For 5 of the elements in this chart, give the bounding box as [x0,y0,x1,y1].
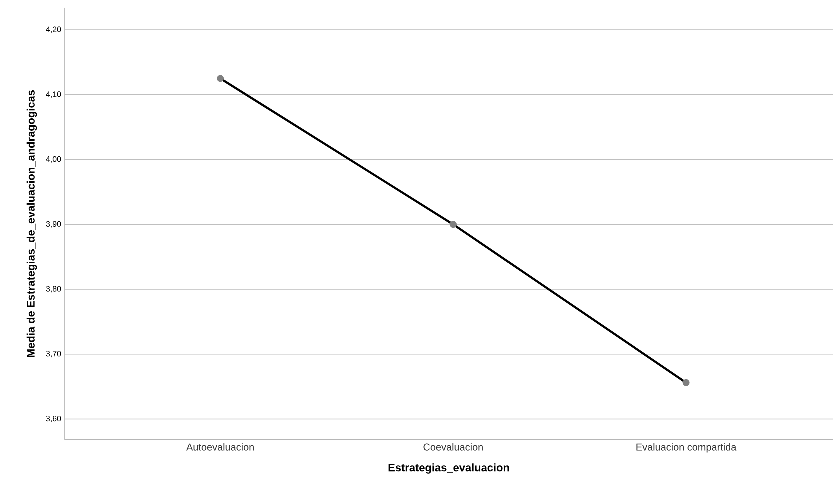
x-axis-title: Estrategias_evaluacion [388,464,510,474]
x-tick-label: Coevaluacion [424,444,483,451]
x-tick-label: Autoevaluacion [186,444,254,451]
y-axis-title: Media de Estrategias_de_evaluacion_andragogicas [26,90,38,358]
x-tick-label: Evaluacion compartida [636,444,737,453]
